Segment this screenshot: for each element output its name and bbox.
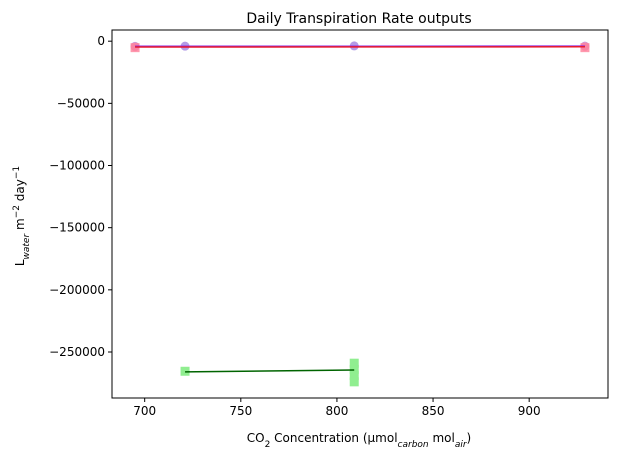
- x-axis-label: CO2 Concentration (μmolcarbon molair): [247, 431, 471, 450]
- y-tick-label: −200000: [49, 283, 105, 297]
- x-tick-label: 850: [422, 404, 445, 418]
- plot-frame: [111, 29, 609, 399]
- x-tick-label: 750: [229, 404, 252, 418]
- data-point-square: [349, 371, 359, 381]
- y-tick-label: 0: [97, 34, 105, 48]
- x-axis: 700 750 800 850 900: [133, 398, 541, 418]
- y-tick-label: −150000: [49, 221, 105, 235]
- plot-area: [111, 29, 609, 399]
- x-tick-label: 700: [133, 404, 156, 418]
- y-tick-label: −250000: [49, 345, 105, 359]
- y-tick-label: −50000: [57, 96, 105, 110]
- x-tick-label: 900: [518, 404, 541, 418]
- data-point-square: [349, 364, 359, 374]
- data-point-square: [349, 377, 359, 387]
- chart-title: Daily Transpiration Rate outputs: [246, 11, 471, 27]
- y-axis: 0 −50000 −100000 −150000 −200000 −250000: [49, 34, 112, 359]
- data-point-square: [580, 43, 590, 53]
- y-tick-label: −100000: [49, 159, 105, 173]
- y-axis-label: Lwater m−2 day−1: [12, 166, 32, 266]
- x-tick-label: 800: [325, 404, 348, 418]
- series-line: [185, 369, 355, 373]
- data-point-square: [349, 358, 359, 368]
- data-point-square: [130, 43, 140, 53]
